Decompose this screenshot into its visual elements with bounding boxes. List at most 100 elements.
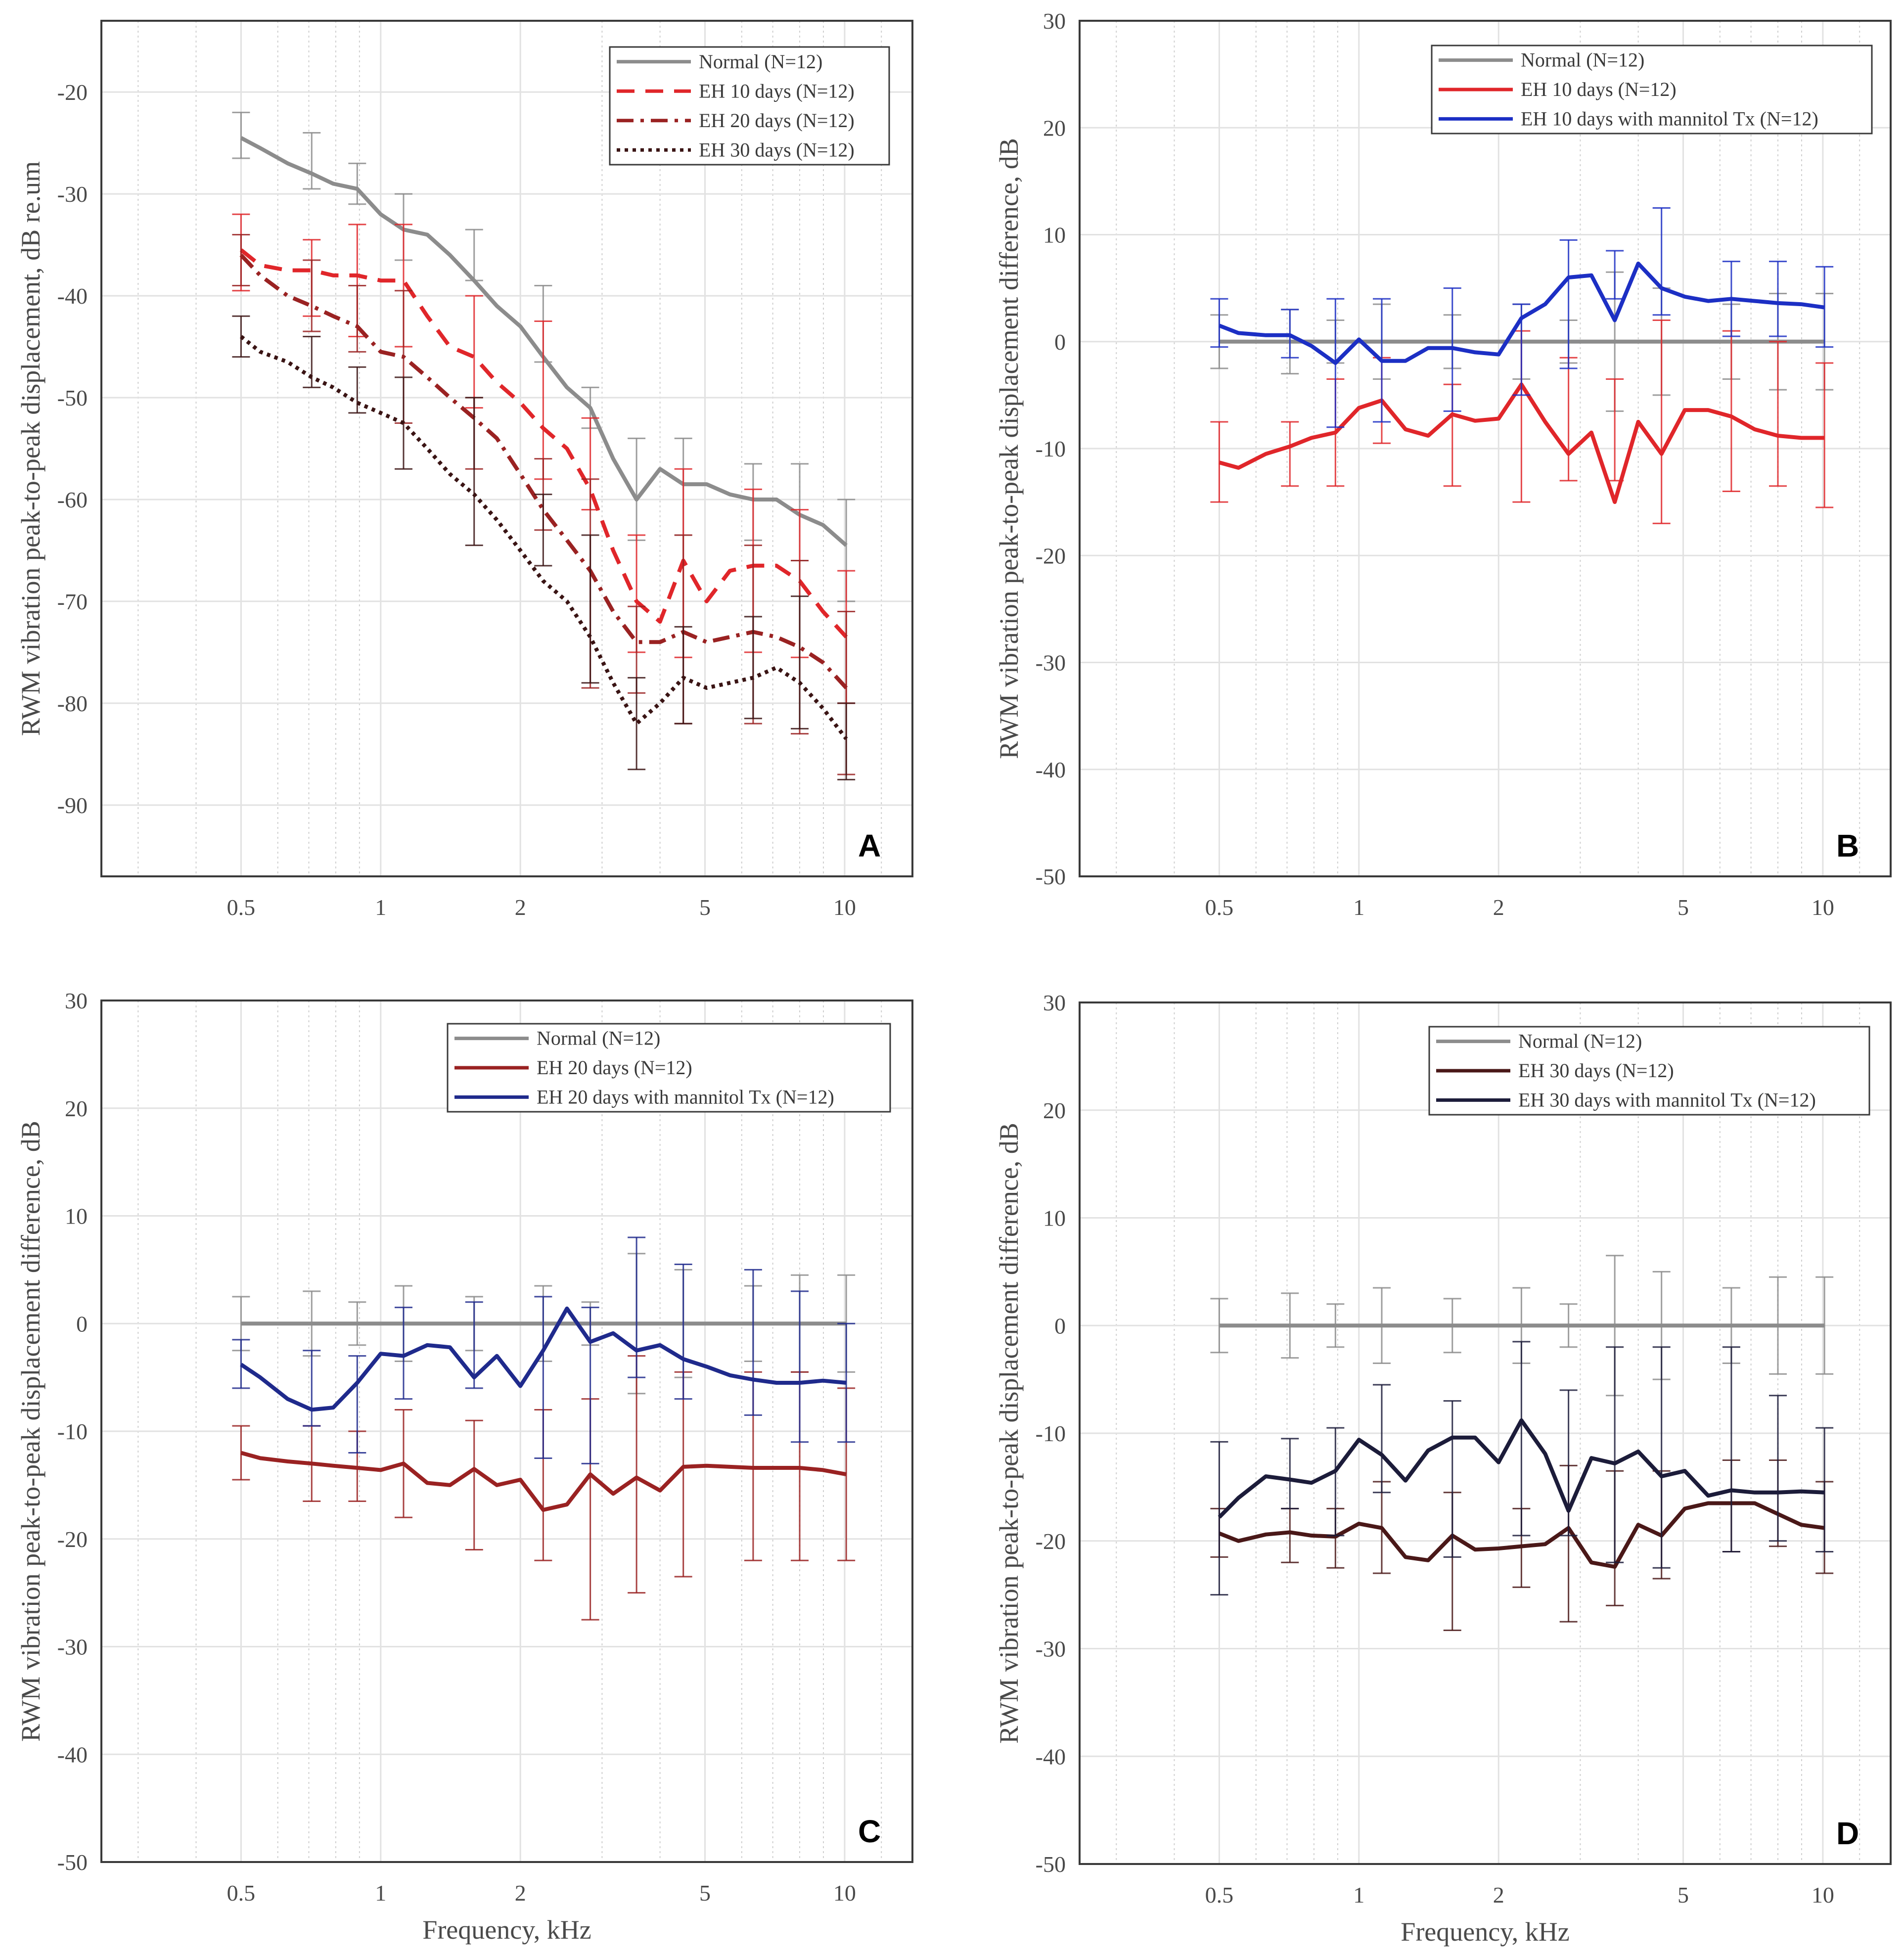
- y-tick-label: -40: [57, 1742, 88, 1767]
- y-tick-label: 30: [1043, 8, 1066, 34]
- x-tick-label: 10: [833, 1880, 856, 1906]
- legend-label: EH 10 days (N=12): [699, 80, 855, 102]
- legend-label: EH 30 days with mannitol Tx (N=12): [1518, 1089, 1816, 1111]
- y-tick-label: 30: [65, 988, 88, 1013]
- x-tick-label: 0.5: [1205, 1882, 1234, 1908]
- x-tick-label: 0.5: [227, 1880, 256, 1906]
- chart-panel-c: 0.5 1 2 5 10 -50 -40 -30 -20 -10 0 10 20 30 RWM vibrat…: [16, 988, 913, 1945]
- x-tick-label: 1: [375, 1880, 386, 1906]
- x-axis-title: Frequency, kHz: [1401, 1917, 1569, 1947]
- y-tick-label: -30: [1036, 650, 1066, 676]
- x-tick-label: 2: [1493, 1882, 1504, 1908]
- series-line: [1218, 261, 1825, 365]
- series-2: [1210, 207, 1834, 428]
- x-tick-label: 10: [1812, 895, 1834, 920]
- series-2: [232, 1236, 856, 1464]
- y-tick-label: -10: [1036, 436, 1066, 461]
- legend: Normal (N=12) EH 30 days (N=12) EH 30 days…: [1428, 1026, 1870, 1116]
- y-tick-label: 20: [1043, 115, 1066, 140]
- legend: Normal (N=12) EH 10 days (N=12) EH 10 days…: [1431, 45, 1873, 135]
- axes-frame: [1079, 20, 1892, 877]
- y-tick-label: -30: [1036, 1637, 1066, 1662]
- y-tick-label: -20: [57, 1527, 88, 1552]
- y-axis-title: RWM vibration peak-to-peak displacement …: [994, 138, 1024, 759]
- series-line: [1218, 1418, 1825, 1519]
- x-tick-label: 5: [699, 1880, 711, 1906]
- series-line: [239, 248, 848, 638]
- y-tick-label: -50: [1036, 1852, 1066, 1877]
- legend-label: EH 20 days (N=12): [699, 109, 855, 132]
- y-tick-label: -70: [57, 589, 88, 614]
- panel-letter: D: [1836, 1816, 1859, 1851]
- panel-letter: C: [858, 1814, 881, 1849]
- x-axis-title: Frequency, kHz: [422, 1915, 591, 1945]
- panel-letter: B: [1836, 828, 1859, 864]
- y-tick-label: -40: [1036, 1744, 1066, 1769]
- legend-label: EH 30 days (N=12): [699, 138, 855, 161]
- y-tick-label: -30: [57, 182, 88, 207]
- axes-frame: [100, 20, 913, 877]
- panel-letter: A: [858, 828, 881, 864]
- x-tick-label: 2: [515, 895, 526, 920]
- legend-box: [609, 46, 890, 166]
- y-axis-title: RWM vibration peak-to-peak displacement …: [16, 1121, 45, 1742]
- legend-label: EH 10 days with mannitol Tx (N=12): [1521, 107, 1818, 130]
- series-line: [240, 1306, 847, 1412]
- y-tick-label: -30: [57, 1635, 88, 1660]
- series-2: [1210, 1341, 1834, 1596]
- y-tick-label: -50: [57, 385, 88, 410]
- legend-label: EH 30 days (N=12): [1518, 1059, 1674, 1082]
- x-tick-label: 1: [375, 895, 386, 920]
- series-line: [239, 335, 848, 740]
- legend-label: EH 20 days (N=12): [537, 1056, 692, 1079]
- legend-label: Normal (N=12): [699, 50, 822, 73]
- y-tick-label: 30: [1043, 990, 1066, 1015]
- y-tick-label: -40: [57, 283, 88, 309]
- x-tick-label: 1: [1353, 895, 1364, 920]
- y-tick-label: -60: [57, 487, 88, 512]
- y-tick-label: 10: [1043, 1206, 1066, 1231]
- x-tick-label: 5: [1677, 895, 1689, 920]
- y-axis-title: RWM vibration peak-to-peak displacement …: [994, 1123, 1024, 1744]
- legend-label: Normal (N=12): [537, 1027, 660, 1049]
- y-tick-label: -50: [1036, 864, 1066, 889]
- x-tick-label: 0.5: [1205, 895, 1234, 920]
- x-tick-label: 5: [699, 895, 711, 920]
- y-tick-label: -20: [1036, 543, 1066, 568]
- x-tick-label: 5: [1677, 1882, 1689, 1908]
- x-tick-label: 10: [833, 895, 856, 920]
- y-tick-label: 10: [65, 1204, 88, 1229]
- x-tick-label: 0.5: [227, 895, 256, 920]
- y-tick-label: -90: [57, 793, 88, 818]
- series-3: [232, 315, 856, 780]
- x-tick-label: 1: [1353, 1882, 1364, 1908]
- axes-frame: [100, 1000, 913, 1863]
- y-tick-label: -20: [57, 80, 88, 105]
- y-tick-label: -50: [57, 1850, 88, 1875]
- series-line: [1218, 1501, 1825, 1569]
- legend-label: EH 20 days with mannitol Tx (N=12): [537, 1086, 834, 1108]
- y-tick-label: 0: [1054, 329, 1066, 355]
- legend: Normal (N=12) EH 20 days (N=12) EH 20 days…: [447, 1023, 891, 1113]
- grid: [101, 21, 912, 876]
- legend-label: EH 10 days (N=12): [1521, 78, 1677, 100]
- y-axis-title: RWM vibration peak-to-peak displacement,…: [16, 161, 45, 736]
- series-0: [1210, 1255, 1834, 1397]
- y-tick-label: 10: [1043, 223, 1066, 248]
- x-tick-label: 10: [1812, 1882, 1834, 1908]
- x-tick-label: 2: [515, 1880, 526, 1906]
- y-tick-label: -10: [57, 1419, 88, 1444]
- x-tick-label: 2: [1493, 895, 1504, 920]
- legend-label: Normal (N=12): [1518, 1030, 1642, 1052]
- y-tick-label: -10: [1036, 1421, 1066, 1446]
- y-tick-label: 20: [65, 1096, 88, 1121]
- legend-label: Normal (N=12): [1521, 49, 1644, 71]
- y-tick-label: -20: [1036, 1529, 1066, 1554]
- y-tick-label: 0: [1054, 1313, 1066, 1338]
- y-tick-label: -40: [1036, 757, 1066, 782]
- chart-panel-b: 0.5 1 2 5 10 -50 -40 -30 -20 -10 0 10 20 30 RWM vibrat…: [994, 8, 1892, 920]
- y-tick-label: -80: [57, 691, 88, 716]
- chart-panel-a: 0.5 1 2 5 10 -90 -80 -70 -60 -50 -40 -30 -20 RWM vibr…: [16, 20, 913, 920]
- y-tick-label: 20: [1043, 1098, 1066, 1123]
